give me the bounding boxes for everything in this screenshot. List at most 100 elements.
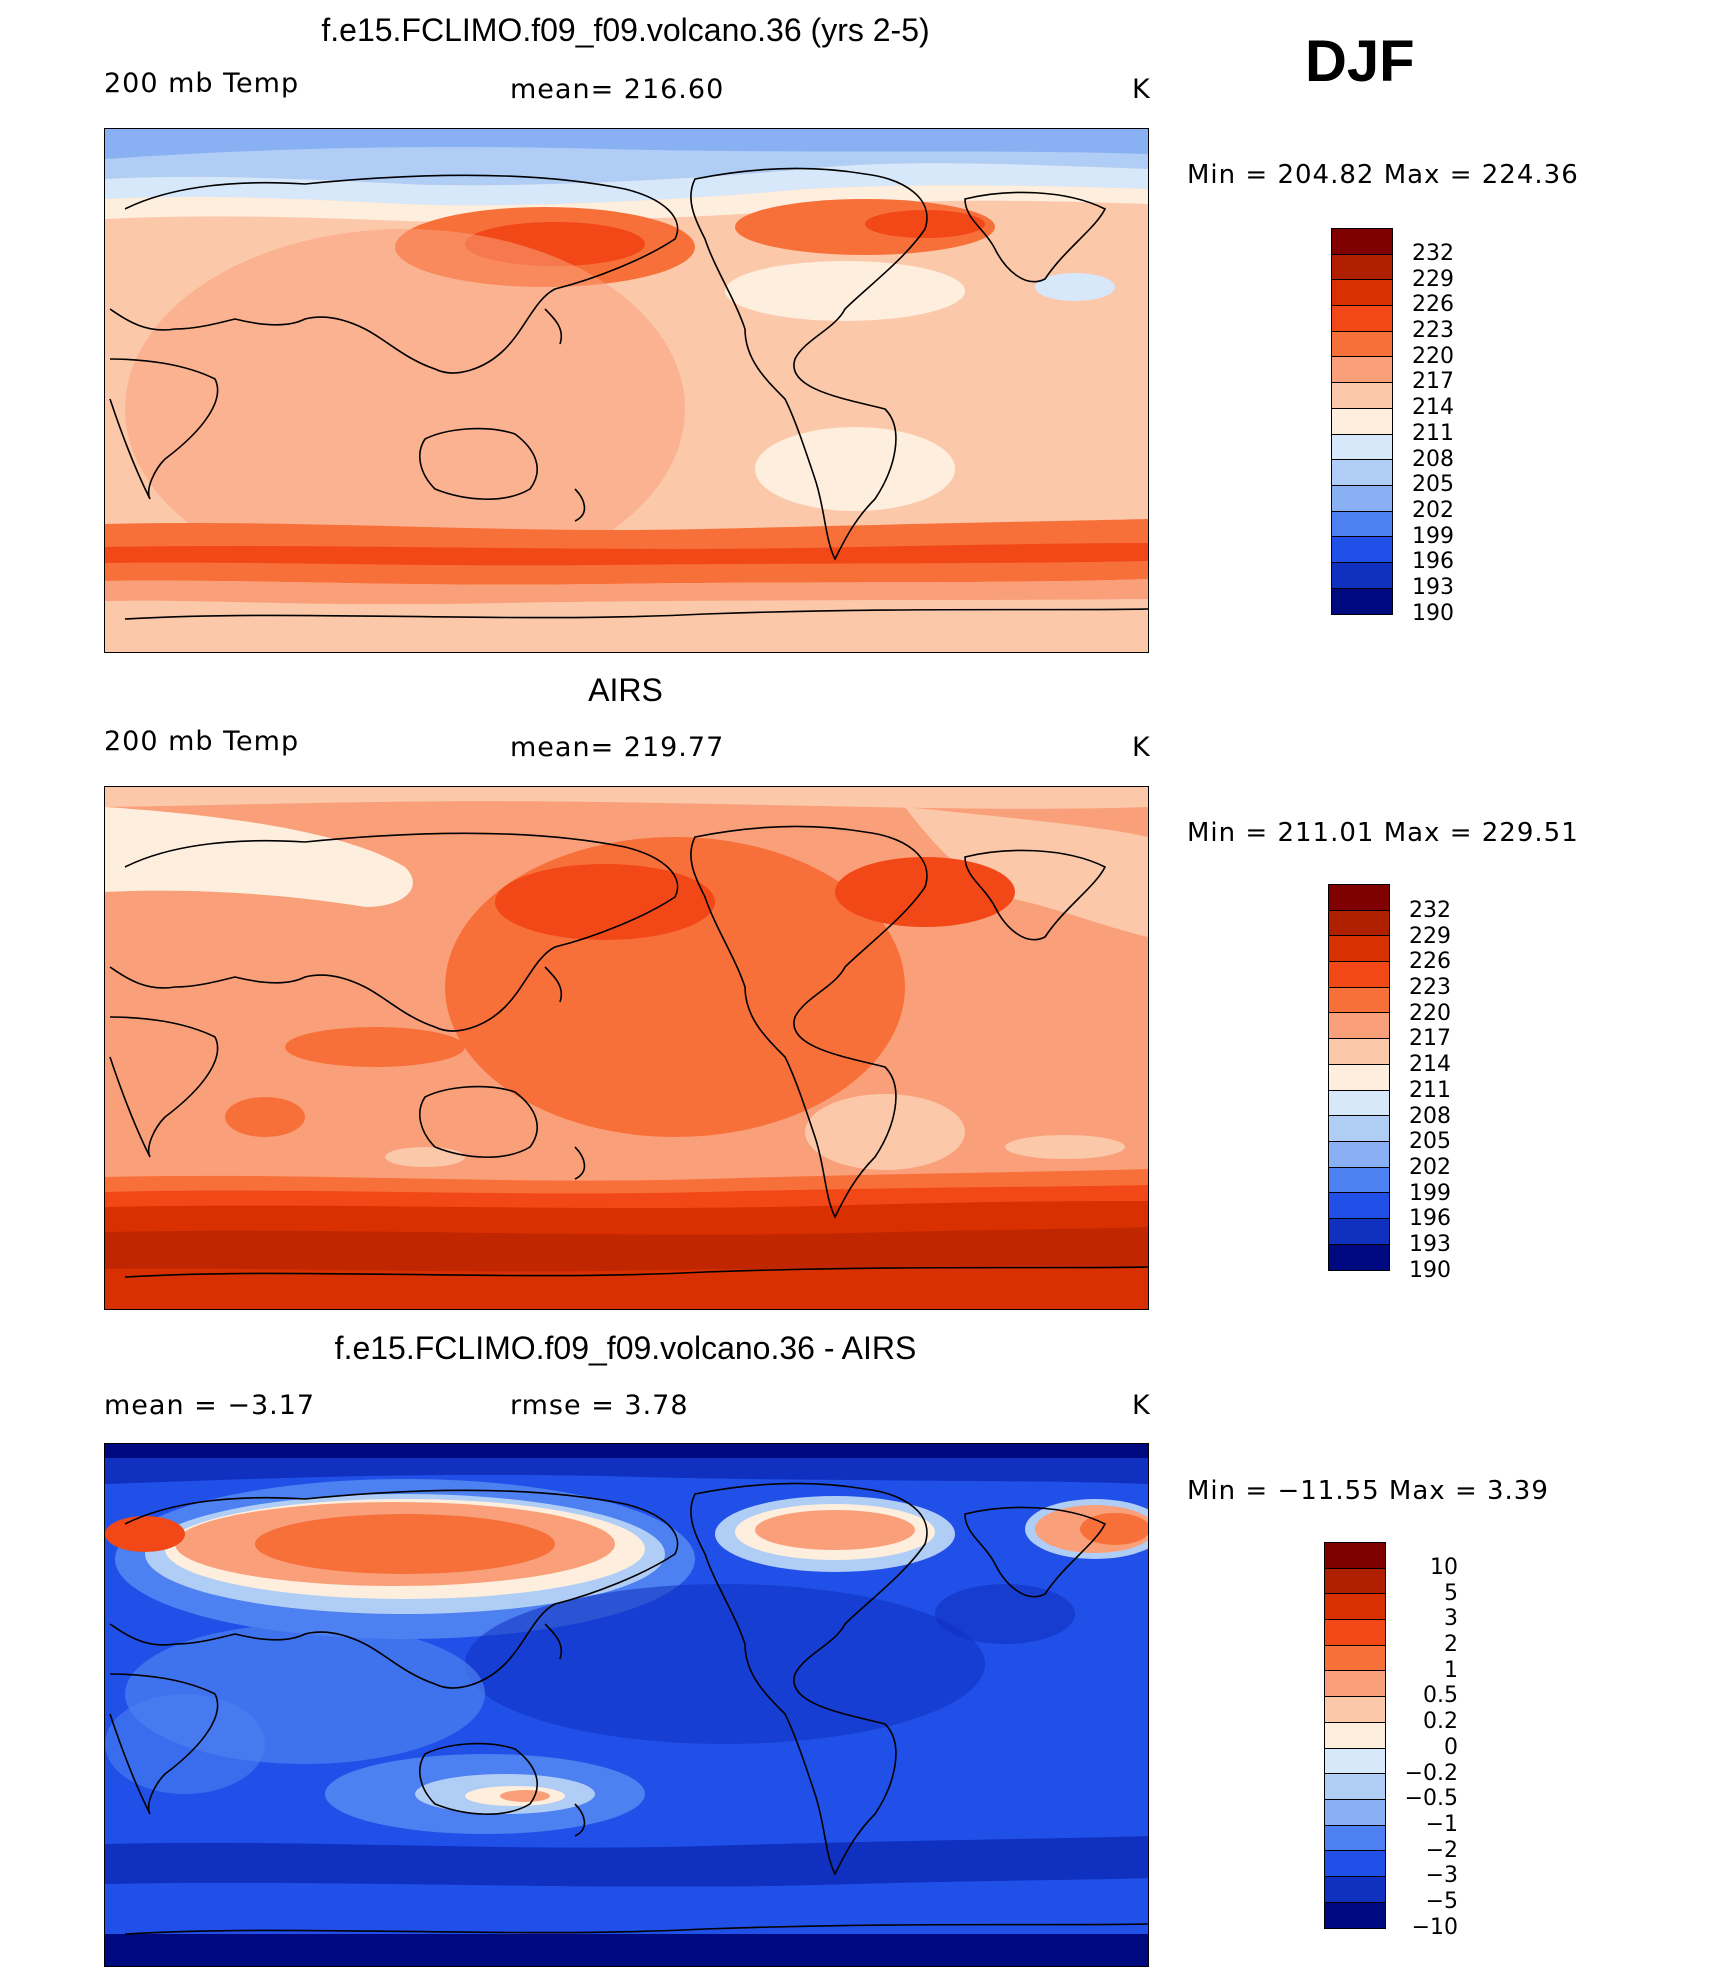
panel3-colorbar-labels: 10 5 3 2 1 0.5 0.2 0 −0.2 −0.5 −1 −2 −3 … <box>1402 1555 1458 1940</box>
panel3-mean-label: mean = −3.17 <box>104 1390 316 1421</box>
panel1-units-label: K <box>1132 74 1151 105</box>
colorbar-label: 217 <box>1409 1026 1451 1052</box>
panel2-map <box>104 786 1149 1310</box>
panel2-colorbar <box>1328 884 1390 1272</box>
colorbar-swatch <box>1332 383 1392 409</box>
panel2-minmax: Min = 211.01 Max = 229.51 <box>1187 818 1579 848</box>
panel2-units-label: K <box>1132 732 1151 763</box>
colorbar-label: 196 <box>1409 1206 1451 1232</box>
colorbar-swatch <box>1325 1645 1385 1672</box>
colorbar-swatch <box>1325 1568 1385 1595</box>
colorbar-label: 223 <box>1412 318 1454 344</box>
colorbar-swatch <box>1332 306 1392 332</box>
colorbar-label: 205 <box>1412 472 1454 498</box>
colorbar-label: 10 <box>1430 1555 1458 1580</box>
colorbar-swatch <box>1325 1902 1385 1929</box>
colorbar-label: −3 <box>1425 1863 1458 1889</box>
colorbar-label: 211 <box>1412 420 1454 446</box>
colorbar-label: −0.5 <box>1404 1786 1458 1812</box>
colorbar-label: −2 <box>1425 1837 1458 1863</box>
colorbar-swatch <box>1325 1671 1385 1698</box>
colorbar-swatch <box>1329 910 1389 937</box>
colorbar-label: 223 <box>1409 975 1451 1001</box>
colorbar-swatch <box>1329 1244 1389 1271</box>
colorbar-swatch <box>1329 885 1389 911</box>
colorbar-label: 1 <box>1444 1657 1458 1683</box>
panel1-mean-label: mean= 216.60 <box>510 74 725 105</box>
colorbar-swatch <box>1329 962 1389 988</box>
colorbar-label: 205 <box>1409 1129 1451 1155</box>
colorbar-swatch <box>1332 331 1392 358</box>
colorbar-swatch <box>1329 1218 1389 1245</box>
colorbar-swatch <box>1332 280 1392 307</box>
colorbar-label: 199 <box>1412 523 1454 549</box>
colorbar-label: 208 <box>1409 1103 1451 1129</box>
colorbar-label: −10 <box>1411 1914 1458 1940</box>
panel3-map-graphic <box>105 1444 1148 1966</box>
panel1-map <box>104 128 1149 653</box>
colorbar-label: 0.5 <box>1423 1683 1458 1709</box>
colorbar-label: 193 <box>1412 574 1454 600</box>
panel1-title: f.e15.FCLIMO.f09_f09.volcano.36 (yrs 2-5… <box>321 12 930 48</box>
colorbar-swatch <box>1325 1697 1385 1723</box>
colorbar-label: 0.2 <box>1423 1709 1458 1735</box>
colorbar-swatch <box>1329 1090 1389 1117</box>
colorbar-swatch <box>1329 1064 1389 1091</box>
colorbar-swatch <box>1325 1620 1385 1646</box>
panel3-map <box>104 1443 1149 1967</box>
colorbar-swatch <box>1329 1116 1389 1142</box>
colorbar-label: 202 <box>1412 497 1454 523</box>
colorbar-label: 211 <box>1409 1077 1451 1103</box>
panel3-colorbar <box>1324 1542 1386 1930</box>
panel1-minmax: Min = 204.82 Max = 224.36 <box>1187 160 1579 190</box>
season-label: DJF <box>1305 29 1415 94</box>
colorbar-label: 196 <box>1412 549 1454 575</box>
colorbar-swatch <box>1325 1594 1385 1621</box>
colorbar-label: 208 <box>1412 446 1454 472</box>
panel1-colorbar <box>1331 228 1393 616</box>
colorbar-swatch <box>1332 408 1392 435</box>
colorbar-label: 0 <box>1444 1734 1458 1760</box>
panel1-colorbar-labels: 232 229 226 223 220 217 214 211 208 205 … <box>1412 241 1454 626</box>
panel1-map-graphic <box>105 129 1148 652</box>
colorbar-swatch <box>1325 1774 1385 1800</box>
colorbar-swatch <box>1332 511 1392 538</box>
colorbar-swatch <box>1329 1167 1389 1194</box>
colorbar-label: 229 <box>1412 266 1454 292</box>
colorbar-swatch <box>1332 434 1392 461</box>
colorbar-label: −5 <box>1425 1888 1458 1914</box>
colorbar-label: 232 <box>1412 241 1454 266</box>
colorbar-label: 229 <box>1409 923 1451 949</box>
colorbar-label: −1 <box>1425 1811 1458 1837</box>
colorbar-label: 226 <box>1409 949 1451 975</box>
colorbar-swatch <box>1329 1141 1389 1168</box>
colorbar-swatch <box>1332 460 1392 486</box>
colorbar-label: 220 <box>1412 343 1454 369</box>
colorbar-swatch <box>1329 1039 1389 1065</box>
colorbar-swatch <box>1332 537 1392 563</box>
colorbar-swatch <box>1329 1013 1389 1040</box>
colorbar-label: 214 <box>1409 1052 1451 1078</box>
colorbar-label: 202 <box>1409 1154 1451 1180</box>
colorbar-swatch <box>1325 1543 1385 1569</box>
colorbar-swatch <box>1329 987 1389 1014</box>
colorbar-label: 220 <box>1409 1000 1451 1026</box>
panel2-colorbar-labels: 232 229 226 223 220 217 214 211 208 205 … <box>1409 898 1451 1283</box>
panel3-units-label: K <box>1132 1390 1151 1421</box>
colorbar-label: 214 <box>1412 395 1454 421</box>
colorbar-label: 226 <box>1412 292 1454 318</box>
colorbar-swatch <box>1332 229 1392 255</box>
colorbar-label: 193 <box>1409 1231 1451 1257</box>
colorbar-swatch <box>1325 1722 1385 1749</box>
colorbar-label: 217 <box>1412 369 1454 395</box>
colorbar-label: 232 <box>1409 898 1451 923</box>
panel1-variable-label: 200 mb Temp <box>104 68 300 99</box>
colorbar-swatch <box>1329 936 1389 963</box>
colorbar-swatch <box>1332 485 1392 512</box>
colorbar-label: 3 <box>1444 1606 1458 1632</box>
colorbar-swatch <box>1325 1876 1385 1903</box>
colorbar-swatch <box>1332 562 1392 589</box>
colorbar-label: 190 <box>1409 1257 1451 1283</box>
colorbar-swatch <box>1325 1748 1385 1775</box>
panel2-variable-label: 200 mb Temp <box>104 726 300 757</box>
